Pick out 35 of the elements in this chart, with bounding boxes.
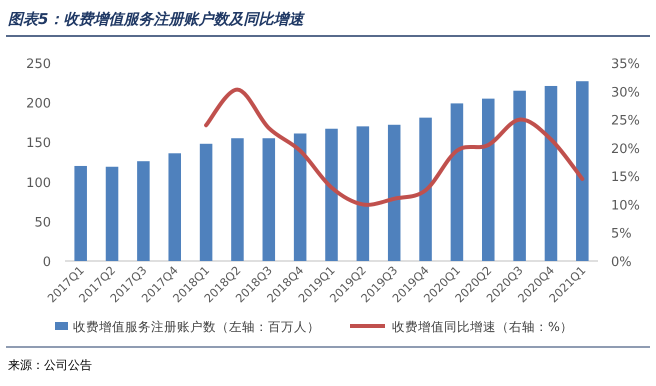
bar xyxy=(74,166,87,261)
y2-tick-label: 30% xyxy=(611,85,640,100)
y2-tick-label: 20% xyxy=(611,142,640,157)
bar xyxy=(482,98,495,261)
bar xyxy=(419,118,432,261)
y-tick-label: 200 xyxy=(26,96,51,112)
bar xyxy=(231,138,244,261)
bar xyxy=(325,128,338,261)
bar xyxy=(168,153,182,261)
bar xyxy=(576,81,589,261)
y2-tick-label: 15% xyxy=(611,170,640,186)
bar xyxy=(544,86,558,261)
bar xyxy=(356,126,370,261)
y-tick-label: 250 xyxy=(26,57,51,72)
bar xyxy=(513,90,526,261)
y2-tick-label: 0% xyxy=(611,255,632,270)
y-tick-label: 0 xyxy=(42,255,51,270)
bar xyxy=(294,133,306,261)
chart-title: 图表5：收费增值服务注册账户数及同比增速 xyxy=(8,10,306,28)
bar xyxy=(388,124,400,261)
bar xyxy=(262,138,276,261)
source-note: 来源：公司公告 xyxy=(8,358,92,372)
bar xyxy=(450,103,464,261)
y-tick-label: 50 xyxy=(34,215,51,230)
y2-tick-label: 35% xyxy=(611,57,640,72)
y-tick-label: 150 xyxy=(26,136,51,152)
legend-label: 收费增值同比增速（右轴：%） xyxy=(392,319,573,334)
bar xyxy=(106,166,118,261)
y-tick-label: 100 xyxy=(26,176,51,191)
bar xyxy=(200,144,212,261)
bar xyxy=(137,161,150,261)
legend-label: 收费增值服务注册账户数（左轴：百万人） xyxy=(73,319,320,334)
y2-tick-label: 10% xyxy=(611,198,640,214)
y2-tick-label: 5% xyxy=(611,226,632,242)
y2-tick-label: 25% xyxy=(611,114,640,129)
